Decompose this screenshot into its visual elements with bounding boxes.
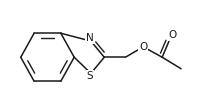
Text: O: O (168, 30, 176, 40)
Text: N: N (86, 33, 94, 43)
Text: O: O (139, 42, 147, 52)
Text: S: S (86, 71, 93, 81)
